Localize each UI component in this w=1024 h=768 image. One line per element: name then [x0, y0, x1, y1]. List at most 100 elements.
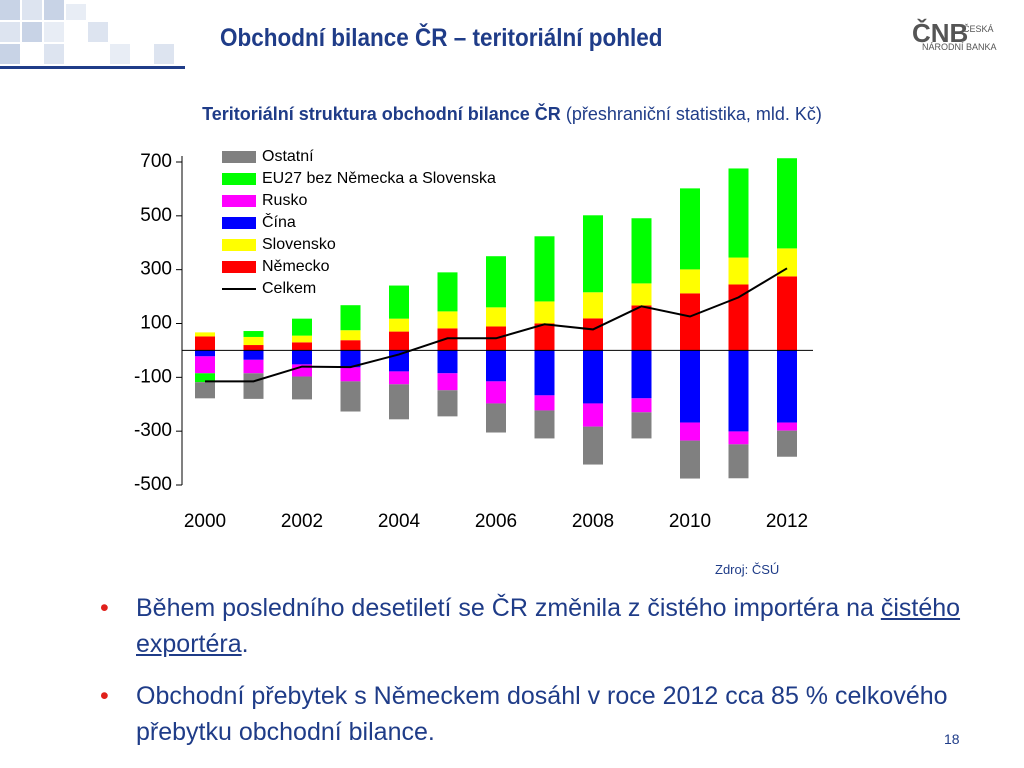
bar-segment [437, 328, 458, 351]
bar-segment [728, 284, 749, 351]
bar-segment [437, 311, 458, 329]
bar-segment [583, 426, 603, 465]
bar-segment [680, 350, 700, 423]
bar-segment [728, 350, 749, 432]
bar-segment [631, 412, 652, 439]
bar-segment [680, 293, 700, 351]
legend-swatch [222, 151, 256, 163]
bar-segment [486, 256, 506, 308]
legend-label: Čína [262, 212, 296, 231]
bar-segment [389, 384, 409, 420]
bar-segment [777, 422, 797, 431]
chart-subtitle: (přeshraniční statistika, mld. Kč) [565, 104, 822, 124]
legend-swatch [222, 195, 256, 207]
bar-segment [583, 318, 603, 351]
bar-segment [195, 356, 215, 374]
bar-segment [389, 285, 409, 319]
bullet: Obchodní přebytek s Německem dosáhl v ro… [100, 678, 966, 750]
legend-swatch [222, 261, 256, 273]
bar-segment [243, 359, 264, 374]
bar-segment [631, 283, 652, 306]
bar-segment [583, 350, 603, 404]
y-tick-label: 100 [140, 313, 172, 334]
bar-segment [583, 403, 603, 427]
x-tick-label: 2010 [669, 511, 711, 532]
bar-segment [195, 332, 215, 337]
bar-segment [777, 158, 797, 249]
bar-segment [340, 340, 361, 351]
bar-segment [389, 331, 409, 351]
bar-segment [777, 350, 797, 423]
bar-segment [486, 403, 506, 433]
chart-title: Teritoriální struktura obchodní bilance … [202, 104, 561, 124]
legend-label: EU27 bez Německa a Slovenska [262, 170, 496, 187]
legend-swatch [222, 173, 256, 185]
bar-segment [292, 350, 312, 365]
bar-segment [534, 323, 555, 351]
bar-segment [680, 422, 700, 441]
bullet-text: . [241, 630, 249, 658]
x-tick-label: 2008 [572, 511, 614, 532]
bar-segment [292, 342, 312, 351]
bar-segment [243, 373, 264, 399]
y-tick-label: 500 [140, 205, 172, 226]
x-tick-label: 2002 [281, 511, 323, 532]
bar-segment [389, 371, 409, 385]
legend-swatch [222, 239, 256, 251]
legend-label: Ostatní [262, 148, 314, 165]
x-tick-label: 2004 [378, 511, 421, 532]
bar-segment [340, 381, 361, 412]
bullet: Během posledního desetiletí se ČR změnil… [100, 590, 966, 662]
bar-segment [534, 410, 555, 439]
bar-segment [680, 188, 700, 270]
bar-segment [437, 350, 458, 374]
x-tick-label: 2000 [184, 511, 226, 532]
x-tick-label: 2012 [766, 511, 808, 532]
bar-segment [389, 318, 409, 332]
y-tick-label: 700 [140, 151, 172, 172]
chart: -500 -300 -100 100 300 500 700 2000 2002 2004 2006… [134, 148, 813, 532]
bullet-text: Obchodní přebytek s Německem dosáhl v ro… [136, 682, 948, 746]
bar-segment [195, 373, 215, 383]
page-number: 18 [944, 731, 960, 747]
y-tick-label: -300 [134, 420, 172, 441]
slide-title: Obchodní bilance ČR – teritoriální pohle… [220, 24, 663, 52]
decoration [0, 0, 185, 69]
chart-heading: Teritoriální struktura obchodní bilance … [0, 104, 1024, 125]
bar-segment [486, 307, 506, 327]
logo-text: NÁRODNÍ BANKA [922, 42, 997, 52]
bar-segment [680, 269, 700, 294]
logo: ČNB [912, 18, 969, 48]
bar-segment [631, 350, 652, 399]
bar-segment [437, 272, 458, 312]
bar-segment [583, 215, 603, 293]
bar-segment [292, 376, 312, 400]
x-tick-label: 2006 [475, 511, 517, 532]
bar-segment [728, 431, 749, 445]
bar-segment [486, 350, 506, 382]
legend-label: Rusko [262, 192, 307, 209]
bar-segment [534, 350, 555, 396]
bar-segment [243, 331, 264, 337]
bar-segment [195, 336, 215, 351]
bar-segment [534, 395, 555, 411]
bar-segment [292, 318, 312, 336]
bar-segment [583, 292, 603, 319]
bar-segment [534, 301, 555, 324]
source: Zdroj: ČSÚ [715, 562, 780, 577]
bar-segment [728, 257, 749, 285]
bar-segment [777, 430, 797, 457]
line [205, 267, 788, 383]
bullet-text: Během posledního desetiletí se ČR změnil… [136, 594, 881, 622]
bar-segment [777, 248, 797, 277]
bar-segment [486, 381, 506, 404]
bar-segment [437, 390, 458, 417]
bar-segment [243, 350, 264, 360]
bar-segment [437, 373, 458, 391]
bar-segment [631, 305, 652, 351]
bar-segment [534, 236, 555, 302]
bullet-text: čistého exportéra [136, 594, 961, 658]
legend-label: Slovensko [262, 236, 336, 253]
bar-segment [728, 444, 749, 479]
bar-segment [631, 218, 652, 284]
